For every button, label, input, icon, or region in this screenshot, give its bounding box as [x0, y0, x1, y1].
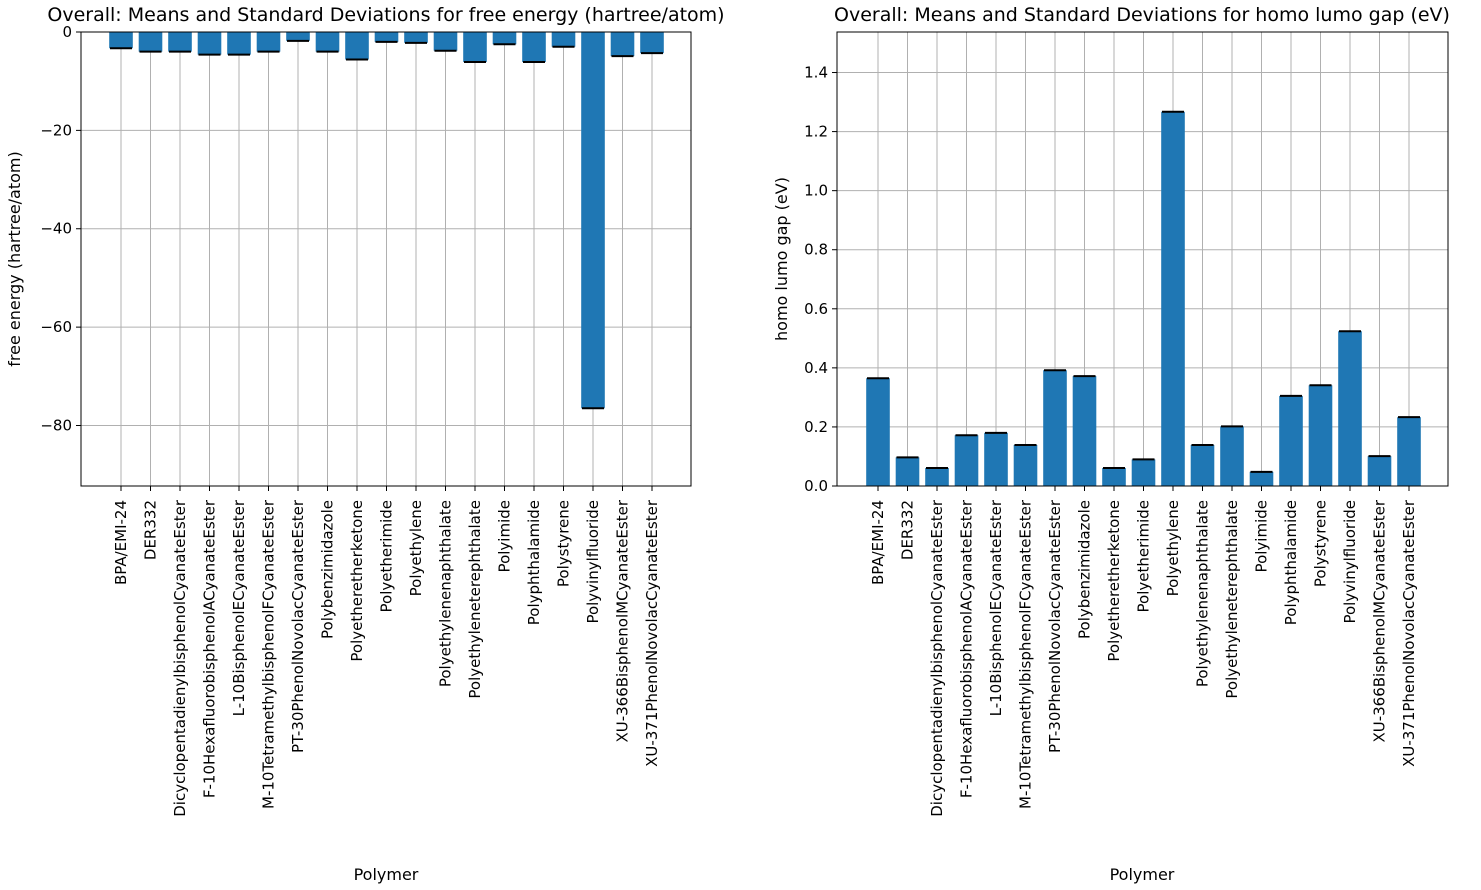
free-energy-x-tick-label: DicyclopentadienylbisphenolCyanateEster	[171, 499, 189, 817]
free-energy-x-tick-label: Polyvinylfluoride	[584, 500, 602, 624]
free-energy-x-tick-label: Polyethylenenaphthalate	[437, 500, 455, 687]
homo-lumo-gap-bar	[866, 378, 890, 486]
free-energy-bar	[286, 32, 310, 41]
homo-lumo-gap-bar	[1397, 417, 1421, 486]
free-energy-bar	[522, 32, 546, 63]
homo-lumo-gap-bar	[1131, 459, 1156, 486]
homo-lumo-gap-bar	[1102, 467, 1126, 486]
homo-lumo-gap-x-axis-label: Polymer	[1110, 865, 1175, 884]
homo-lumo-gap-bar	[1279, 395, 1303, 486]
homo-lumo-gap-bar	[895, 457, 920, 486]
homo-lumo-gap-bar	[1072, 376, 1097, 486]
homo-lumo-gap-bar	[1013, 444, 1038, 486]
free-energy-x-axis-label: Polymer	[354, 865, 419, 884]
free-energy-x-tick-label: DER332	[142, 500, 160, 560]
free-energy-x-tick-label: BPA/EMI-24	[112, 500, 130, 585]
homo-lumo-gap-x-tick-label: Polyethyleneterephthalate	[1223, 500, 1241, 699]
homo-lumo-gap-y-tick-label: 0.2	[804, 418, 828, 436]
homo-lumo-gap-y-tick-label: 0.4	[804, 359, 828, 377]
homo-lumo-gap-chart: 0.0 0.2 0.4 0.6 0.8 1.0 1.2 1.4 BPA/EMI-24 DER332…	[772, 4, 1450, 884]
free-energy-x-tick-label: Polyethylene	[407, 500, 425, 596]
free-energy-x-tick-label: L-10BisphenolECyanateEster	[230, 499, 248, 716]
homo-lumo-gap-bar	[1338, 331, 1362, 486]
homo-lumo-gap-x-tick-label: M-10TetramethylbisphenolFCyanateEster	[1017, 499, 1035, 809]
homo-lumo-gap-y-tick-label: 1.0	[804, 182, 828, 200]
homo-lumo-gap-y-tick-label: 0.0	[804, 477, 828, 495]
homo-lumo-gap-bar	[1249, 471, 1274, 486]
free-energy-bar	[197, 32, 222, 55]
free-energy-x-tick-label: Polyetheretherketone	[348, 500, 366, 662]
free-energy-bar	[374, 32, 399, 42]
homo-lumo-gap-bar	[1367, 456, 1392, 486]
homo-lumo-gap-bar	[1220, 426, 1244, 486]
homo-lumo-gap-x-tick-label: Polyetherimide	[1135, 500, 1153, 612]
homo-lumo-gap-bar	[925, 467, 949, 486]
homo-lumo-gap-y-tick-label: 1.2	[804, 123, 828, 141]
homo-lumo-gap-x-tick-label: XU-371PhenolNovolacCyanateEster	[1400, 499, 1418, 767]
free-energy-x-tick-label: F-10HexafluorobisphenolACyanateEster	[201, 499, 219, 798]
free-energy-x-tick-label: M-10TetramethylbisphenolFCyanateEster	[260, 499, 278, 809]
homo-lumo-gap-x-tick-label: L-10BisphenolECyanateEster	[987, 499, 1005, 716]
free-energy-bar	[168, 32, 192, 52]
homo-lumo-gap-x-tick-label: Polyethylenenaphthalate	[1194, 500, 1212, 687]
free-energy-bar	[315, 32, 340, 52]
free-energy-x-tick-label: Polyethyleneterephthalate	[466, 500, 484, 699]
free-energy-bar	[227, 32, 251, 55]
free-energy-bar	[551, 32, 576, 47]
free-energy-bar	[138, 32, 163, 52]
homo-lumo-gap-x-tick-label: Polyphthalamide	[1282, 500, 1300, 625]
homo-lumo-gap-bar	[1308, 385, 1333, 486]
free-energy-y-tick-label: −80	[40, 416, 72, 434]
free-energy-bar	[345, 32, 369, 60]
free-energy-bar	[640, 32, 664, 54]
free-energy-x-tick-label: Polyimide	[496, 500, 514, 572]
free-energy-bar	[433, 32, 458, 51]
free-energy-x-tick-label: Polyphthalamide	[525, 500, 543, 625]
homo-lumo-gap-y-axis-label: homo lumo gap (eV)	[772, 177, 791, 341]
homo-lumo-gap-x-tick-label: Polyethylene	[1164, 500, 1182, 596]
free-energy-x-tick-label: XU-371PhenolNovolacCyanateEster	[643, 499, 661, 767]
homo-lumo-gap-bar	[1190, 444, 1215, 486]
free-energy-y-tick-label: 0	[62, 23, 72, 41]
free-energy-chart-title: Overall: Means and Standard Deviations f…	[47, 4, 724, 26]
free-energy-y-tick-label: −20	[40, 121, 72, 139]
free-energy-x-tick-label: PT-30PhenolNovolacCyanateEster	[289, 499, 307, 753]
homo-lumo-gap-bar	[1161, 111, 1185, 487]
free-energy-x-tick-label: XU-366BisphenolMCyanateEster	[614, 499, 632, 742]
free-energy-x-tick-label: Polybenzimidazole	[319, 500, 337, 639]
free-energy-bar	[492, 32, 517, 45]
homo-lumo-gap-x-tick-label: F-10HexafluorobisphenolACyanateEster	[958, 499, 976, 798]
free-energy-y-tick-label: −60	[40, 318, 72, 336]
free-energy-y-tick-label: −40	[40, 220, 72, 238]
homo-lumo-gap-plot-frame	[836, 31, 1449, 487]
free-energy-x-tick-label: Polystyrene	[555, 500, 573, 587]
free-energy-bar	[109, 32, 133, 49]
homo-lumo-gap-x-tick-label: Polyimide	[1253, 500, 1271, 572]
homo-lumo-gap-chart-title: Overall: Means and Standard Deviations f…	[834, 4, 1450, 26]
homo-lumo-gap-y-tick-label: 0.6	[804, 300, 828, 318]
free-energy-bar	[256, 32, 281, 52]
homo-lumo-gap-x-tick-label: DER332	[899, 500, 917, 560]
free-energy-bar	[581, 32, 605, 409]
free-energy-bar	[610, 32, 635, 57]
homo-lumo-gap-bar	[1043, 370, 1067, 486]
homo-lumo-gap-x-tick-label: PT-30PhenolNovolacCyanateEster	[1046, 499, 1064, 753]
homo-lumo-gap-y-tick-label: 1.4	[804, 64, 828, 82]
homo-lumo-gap-x-tick-label: XU-366BisphenolMCyanateEster	[1371, 499, 1389, 742]
free-energy-chart: 0 −20 −40 −60 −80 BPA/EMI-24 DER332 Dicyclopent…	[5, 4, 725, 884]
homo-lumo-gap-bar	[984, 432, 1008, 486]
homo-lumo-gap-x-tick-label: DicyclopentadienylbisphenolCyanateEster	[928, 499, 946, 817]
free-energy-x-tick-label: Polyetherimide	[378, 500, 396, 612]
homo-lumo-gap-bar	[954, 435, 979, 486]
homo-lumo-gap-x-tick-label: Polyvinylfluoride	[1341, 500, 1359, 624]
homo-lumo-gap-x-tick-label: Polystyrene	[1312, 500, 1330, 587]
homo-lumo-gap-y-tick-label: 0.8	[804, 241, 828, 259]
free-energy-bar	[463, 32, 487, 63]
homo-lumo-gap-x-tick-label: BPA/EMI-24	[869, 500, 887, 585]
homo-lumo-gap-x-tick-label: Polyetheretherketone	[1105, 500, 1123, 662]
homo-lumo-gap-x-tick-label: Polybenzimidazole	[1076, 500, 1094, 639]
free-energy-bar	[404, 32, 428, 43]
free-energy-y-axis-label: free energy (hartree/atom)	[5, 151, 24, 367]
